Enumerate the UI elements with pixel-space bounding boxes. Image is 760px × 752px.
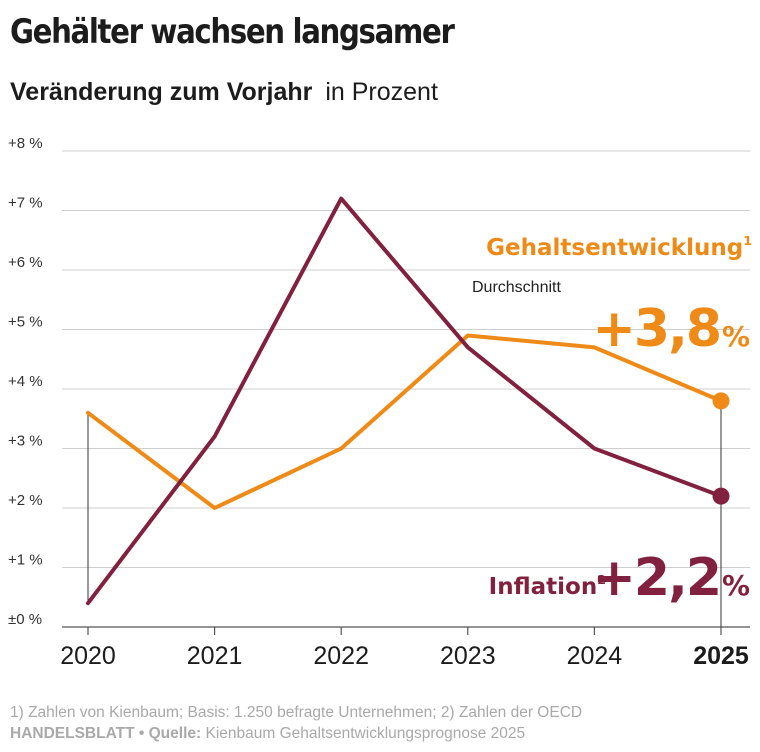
x-tick-label: 2022 — [313, 642, 369, 670]
brand-label: HANDELSBLATT — [10, 725, 135, 742]
source-line: HANDELSBLATT • Quelle: Kienbaum Gehaltse… — [10, 723, 582, 744]
inflation-end-dot — [712, 487, 730, 505]
inflation-label: Inflation2 — [489, 572, 606, 600]
footnote-text: 1) Zahlen von Kienbaum; Basis: 1.250 bef… — [10, 704, 583, 721]
inflation-value-percent: % — [722, 569, 750, 602]
x-tick-label: 2023 — [440, 642, 496, 670]
subtitle-unit: in Prozent — [325, 78, 438, 106]
inflation-value: +2,2 — [592, 548, 720, 608]
y-tick-label: +2 % — [8, 492, 43, 509]
footer: 1) Zahlen von Kienbaum; Basis: 1.250 bef… — [10, 702, 582, 744]
y-tick-label: ±0 % — [8, 611, 42, 628]
salary-label: Gehaltsentwicklung1 — [486, 233, 752, 261]
salary-line — [86, 333, 723, 510]
series-lines — [86, 196, 723, 606]
inflation-line — [86, 196, 723, 606]
x-axis: 2020 2021 2022 2023 2024 2025 — [60, 627, 749, 670]
reference-lines — [87, 400, 722, 627]
source-text: Kienbaum Gehaltsentwicklungsprognose 202… — [205, 725, 526, 742]
salary-value: +3,8 — [592, 299, 720, 359]
y-tick-label: +8 % — [8, 135, 43, 152]
y-tick-label: +7 % — [8, 195, 43, 212]
salary-value-percent: % — [722, 320, 750, 353]
x-tick-label: 2020 — [60, 642, 116, 670]
y-tick-label: +4 % — [8, 373, 43, 390]
series-annotations: Gehaltsentwicklung1 Durchschnitt +3,8 % Infl… — [472, 233, 752, 608]
page-title: Gehälter wachsen langsamer — [10, 12, 455, 52]
end-markers — [712, 392, 730, 505]
separator: • — [138, 725, 145, 742]
y-tick-label: +5 % — [8, 314, 43, 331]
subtitle-main: Veränderung zum Vorjahr — [10, 78, 313, 106]
source-label: Quelle: — [148, 725, 202, 742]
y-tick-label: +3 % — [8, 433, 43, 450]
x-tick-label: 2025 — [693, 642, 749, 670]
page-subtitle: Veränderung zum Vorjahr in Prozent — [10, 78, 438, 107]
line-chart: ±0 % +1 % +2 % +3 % +4 % +5 % +6 % +7 % +8 % 202… — [8, 135, 752, 670]
y-axis-ticks: ±0 % +1 % +2 % +3 % +4 % +5 % +6 % +7 % +8 % — [8, 135, 43, 628]
x-tick-label: 2021 — [187, 642, 243, 670]
x-tick-label: 2024 — [567, 642, 623, 670]
salary-note: Durchschnitt — [472, 279, 561, 296]
salary-end-dot — [712, 392, 730, 410]
y-tick-label: +1 % — [8, 552, 43, 569]
y-tick-label: +6 % — [8, 254, 43, 271]
